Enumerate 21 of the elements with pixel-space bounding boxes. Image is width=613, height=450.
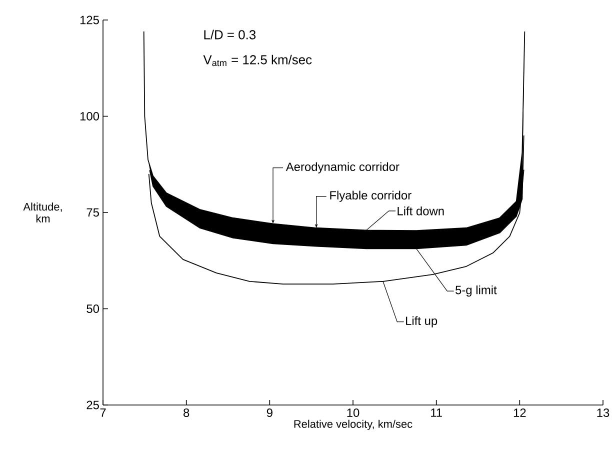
annotation: Aerodynamic corridor <box>286 162 400 174</box>
text: 5-g limit <box>456 285 497 297</box>
y-tick-label: 75 <box>86 208 99 217</box>
annotation: Flyable corridor <box>330 190 412 202</box>
series-label: Lift down <box>398 206 444 216</box>
text: Lift up <box>406 316 438 328</box>
x-tick-label: 12 <box>514 408 526 417</box>
x-tick-label: 11 <box>431 408 442 417</box>
annotation: L/D = 0.3 <box>204 30 256 40</box>
y-tick-label: 50 <box>86 304 100 313</box>
x-tick-label: 8 <box>184 408 190 417</box>
annotation: V$_{atm}$ = 12.5 km/sec <box>203 54 312 66</box>
y-tick-label: 125 <box>80 16 99 24</box>
y-axis-title: Altitude, km <box>23 202 62 222</box>
x-tick-label: 7 <box>100 408 106 417</box>
y-tick-label: 100 <box>80 112 100 120</box>
x-tick-label: 13 <box>597 408 610 417</box>
x-axis-title: Relative velocity, km/sec <box>294 420 412 430</box>
x-tick-label: 9 <box>266 408 272 417</box>
x-tick-label: 10 <box>347 408 360 417</box>
y-tick-label: 25 <box>86 400 99 410</box>
